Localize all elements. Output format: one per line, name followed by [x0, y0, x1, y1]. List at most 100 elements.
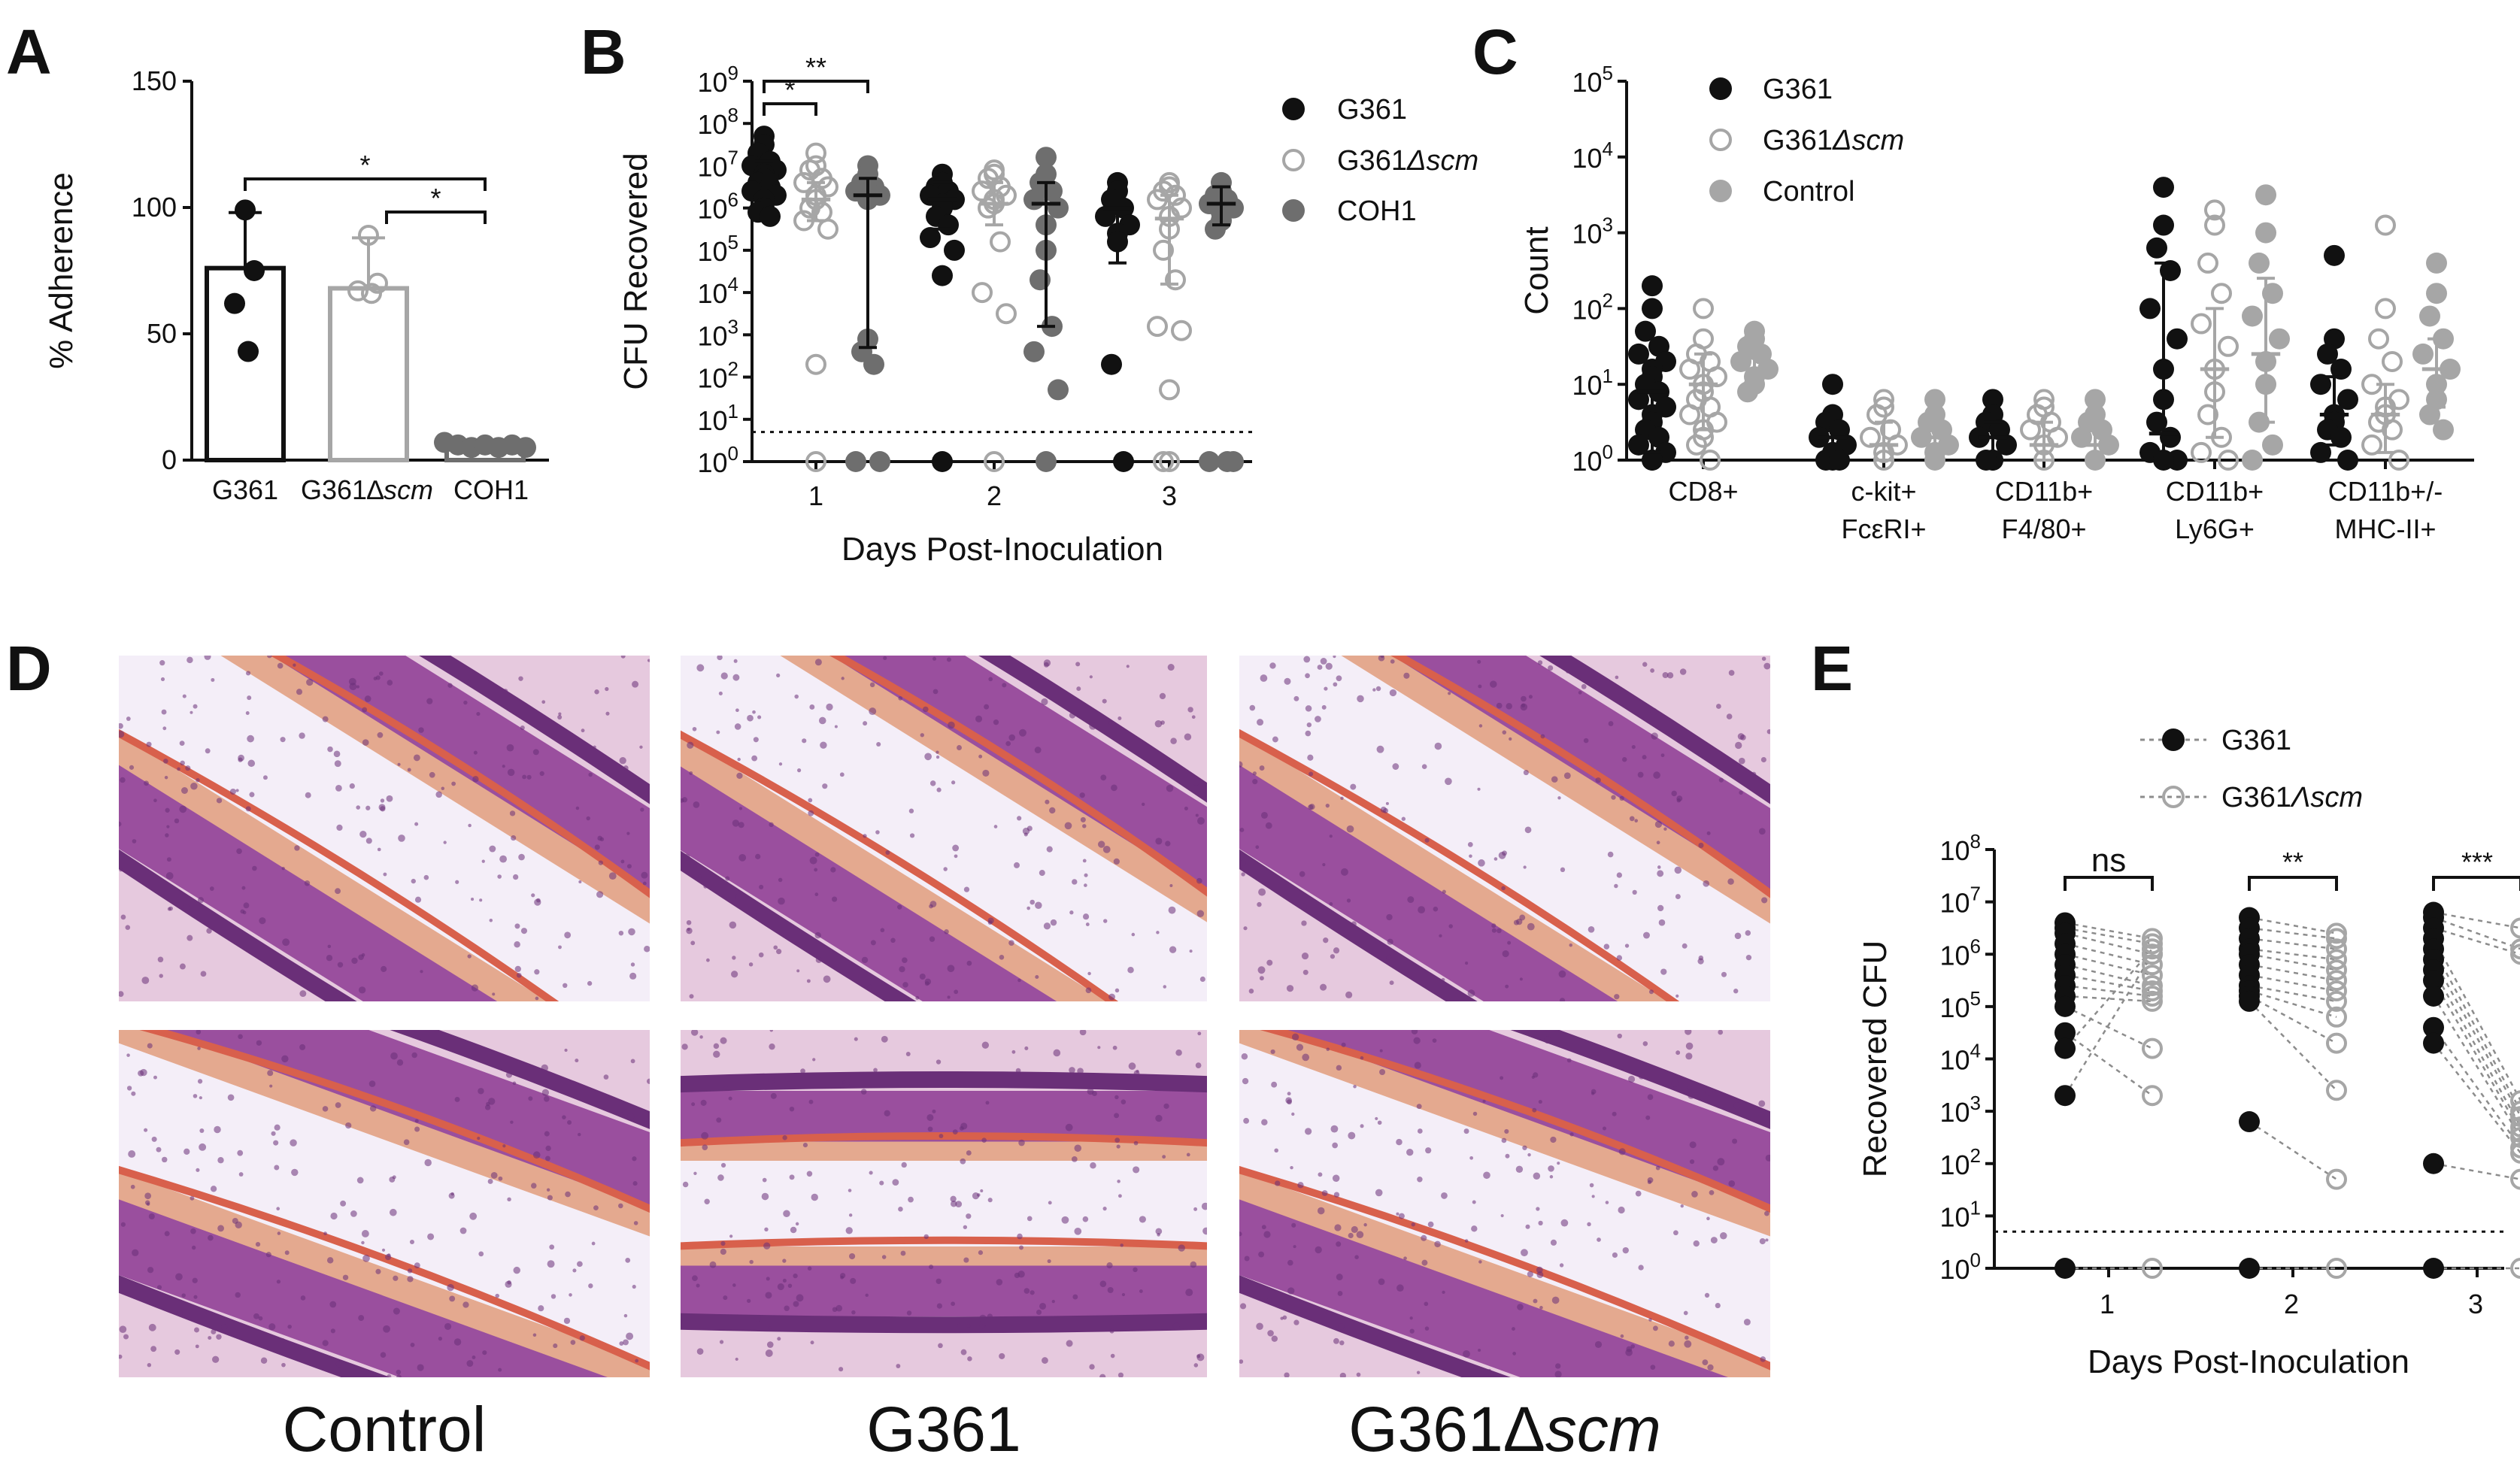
- point-e-scm: [2142, 1037, 2163, 1059]
- point-c-scm: [2382, 419, 2403, 441]
- histology-nucleus: [1637, 771, 1644, 778]
- histology-nucleus: [605, 711, 610, 716]
- histology-nucleus: [1061, 1216, 1069, 1224]
- histology-nucleus: [1270, 1049, 1275, 1054]
- x-tick-label-a-g361: G361: [212, 474, 278, 505]
- histology-nucleus: [1527, 1153, 1531, 1157]
- point-e-scm: [2510, 944, 2520, 965]
- y-tick-label-c: 102: [1572, 289, 1613, 325]
- legend-marker-b-coh1: [1282, 199, 1305, 222]
- histology-nucleus: [1193, 1363, 1199, 1368]
- pair-line-e: [2432, 969, 2520, 1128]
- histology-nucleus: [1363, 1222, 1367, 1227]
- point-b-scm: [805, 451, 826, 472]
- histology-nucleus: [762, 1177, 767, 1183]
- histology-nucleus: [546, 1188, 550, 1192]
- histology-nucleus: [1392, 763, 1399, 770]
- histology-nucleus: [1111, 784, 1117, 792]
- histology-nucleus: [273, 1140, 279, 1146]
- histology-nucleus: [1036, 1310, 1042, 1316]
- histology-nucleus: [689, 994, 694, 999]
- histology-nucleus: [1721, 971, 1727, 977]
- histology-nucleus: [564, 931, 572, 939]
- histology-nucleus: [1017, 1271, 1025, 1278]
- y-tick-label-c: 100: [1572, 441, 1613, 477]
- histology-nucleus: [1333, 682, 1338, 687]
- histology-nucleus: [1092, 1091, 1097, 1097]
- point-e-g361: [2239, 1111, 2260, 1133]
- histology-nucleus: [199, 1143, 207, 1151]
- histology-nucleus: [455, 880, 459, 884]
- histology-nucleus: [349, 783, 355, 789]
- histology-nucleus: [569, 1293, 572, 1297]
- histology-nucleus: [924, 981, 929, 986]
- histology-nucleus: [1196, 877, 1202, 884]
- histology-nucleus: [954, 854, 958, 859]
- histology-nucleus: [1487, 1368, 1491, 1373]
- histology-nucleus: [383, 872, 387, 877]
- pair-line-e: [2249, 984, 2337, 1003]
- histology-nucleus: [294, 845, 300, 851]
- histology-nucleus: [796, 1294, 804, 1302]
- histology-nucleus: [720, 1037, 727, 1044]
- point-c-control: [2419, 305, 2440, 327]
- histology-nucleus: [686, 927, 693, 934]
- histology-basal-layer: [119, 1030, 650, 1205]
- histology-nucleus: [262, 775, 268, 780]
- y-tick-label-b-exponent: 8: [728, 104, 738, 126]
- histology-nucleus: [299, 1043, 306, 1050]
- histology-nucleus: [1354, 1255, 1359, 1259]
- histology-nucleus: [620, 656, 626, 659]
- histology-nucleus: [1330, 1125, 1339, 1133]
- x-tick-label-c: Ly6G+: [2175, 513, 2255, 544]
- histology-nucleus: [1527, 1271, 1533, 1277]
- histology-nucleus: [766, 1341, 774, 1348]
- histology-nucleus: [802, 738, 807, 744]
- histology-nucleus: [146, 1202, 150, 1206]
- point-e-scm: [2510, 1090, 2520, 1112]
- histology-nucleus: [1376, 745, 1384, 753]
- histology-nucleus: [1587, 1222, 1591, 1227]
- histology-nucleus: [577, 1261, 583, 1268]
- histology-nucleus: [929, 1265, 934, 1270]
- histology-nucleus: [988, 677, 993, 682]
- x-axis-label-b: Days Post-Inoculation: [842, 531, 1163, 568]
- point-e-g361: [2055, 1085, 2076, 1107]
- histology-band: [1239, 656, 1770, 1001]
- histology-nucleus: [216, 1334, 222, 1340]
- histology-nucleus: [691, 1102, 696, 1107]
- y-tick-label-e-exponent: 1: [1970, 1196, 1981, 1219]
- histology-nucleus: [951, 1301, 955, 1307]
- histology-nucleus: [1346, 898, 1351, 903]
- histology-nucleus: [197, 897, 205, 904]
- histology-nucleus: [1758, 828, 1766, 835]
- histology-nucleus: [1297, 1182, 1304, 1189]
- y-tick-label-b-base: 10: [697, 194, 727, 225]
- histology-nucleus: [1338, 1322, 1345, 1330]
- histology-nucleus: [550, 1294, 556, 1299]
- pair-line-e: [2433, 911, 2520, 929]
- histology-nucleus: [771, 1077, 775, 1082]
- histology-nucleus: [696, 1283, 700, 1288]
- histology-nucleus: [174, 1349, 180, 1355]
- histology-nucleus: [335, 785, 342, 792]
- bar-a-scm: [328, 286, 409, 462]
- histology-nucleus: [1559, 998, 1566, 1001]
- histology-nucleus: [946, 657, 951, 662]
- histology-nucleus: [826, 703, 833, 711]
- histology-nucleus: [119, 1354, 123, 1359]
- histology-nucleus: [389, 1208, 397, 1216]
- histology-nucleus: [486, 1101, 490, 1107]
- histology-nucleus: [1560, 867, 1566, 873]
- histology-nucleus: [735, 1357, 738, 1362]
- y-tick-label-c-exponent: 2: [1603, 289, 1613, 311]
- histology-nucleus: [1765, 1154, 1770, 1162]
- histology-nucleus: [153, 1075, 157, 1080]
- y-tick-label-e-exponent: 5: [1970, 987, 1981, 1010]
- histology-nucleus: [1196, 910, 1205, 918]
- histology-nucleus: [936, 1278, 942, 1284]
- point-b-coh1: [1036, 451, 1057, 472]
- histology-nucleus: [1591, 1195, 1595, 1198]
- histology-label-scm-prefix: G361Δ: [1348, 1394, 1545, 1463]
- histology-nucleus: [327, 746, 333, 753]
